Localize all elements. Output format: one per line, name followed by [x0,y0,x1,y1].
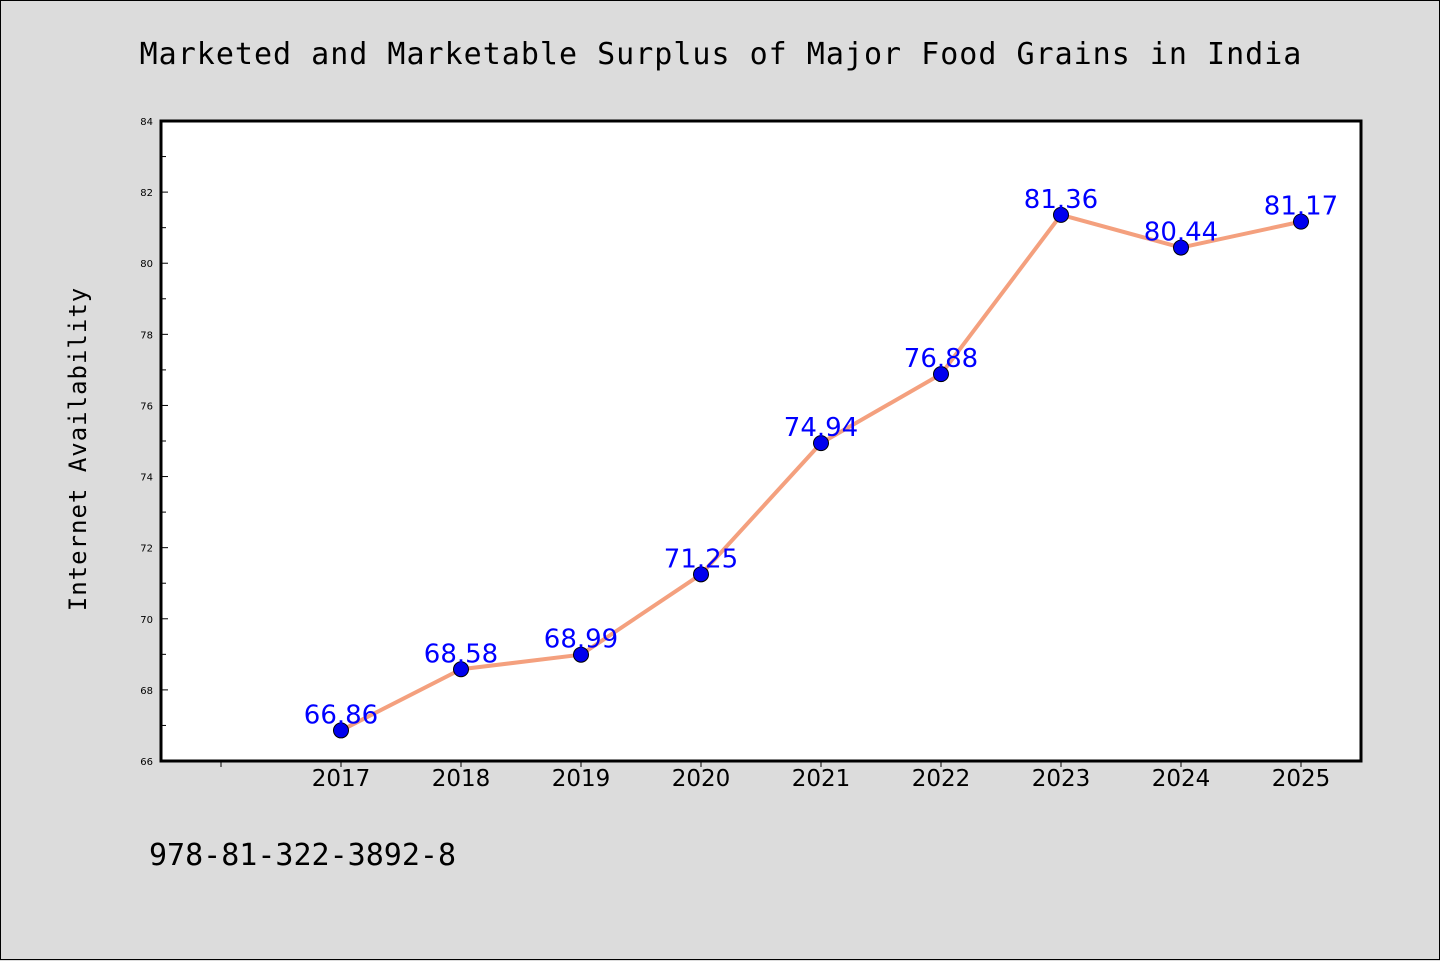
x-tick-label: 2020 [672,766,731,792]
x-tick-label: 2022 [912,766,971,792]
y-tick-label: 74 [140,473,153,484]
y-tick-label: 80 [140,259,153,270]
y-tick-label: 84 [140,117,153,128]
x-tick-label: 2021 [792,766,851,792]
data-point-marker [453,661,469,678]
data-point-marker [333,722,349,739]
y-tick-label: 82 [140,188,153,199]
chart-title: Marketed and Marketable Surplus of Major… [140,37,1303,72]
footer-isbn: 978-81-322-3892-8 [149,838,456,873]
y-tick-label: 70 [140,615,153,626]
data-point-marker [813,435,829,452]
y-axis-ticks: 66 68 70 72 74 76 78 80 82 84 [140,117,168,768]
data-point-label: 68.99 [544,625,618,655]
plot-area [159,119,1363,763]
data-point-label: 80.44 [1144,218,1218,248]
y-axis-label: Internet Availability [64,287,92,611]
y-tick-label: 72 [140,544,153,555]
data-point-marker [693,566,709,583]
data-point-label: 81.17 [1264,192,1338,222]
x-tick-label: 2019 [552,766,611,792]
data-point-label: 71.25 [664,544,738,574]
y-tick-label: 78 [140,330,153,341]
x-tick-label: 2023 [1032,766,1091,792]
y-tick-label: 68 [140,686,153,697]
x-tick-label: 2018 [432,766,491,792]
x-tick-label: 2017 [312,766,371,792]
x-tick-label: 2025 [1272,766,1331,792]
data-point-label: 66.86 [304,700,378,730]
y-tick-label: 66 [140,757,153,768]
data-point-label: 68.58 [424,639,498,669]
data-point-label: 76.88 [904,344,978,374]
y-tick-label: 76 [140,401,153,412]
x-axis-ticks: 2017 2018 2019 2020 2021 2022 2023 2024 2025 [220,761,1331,792]
data-point-marker [1173,239,1189,256]
data-point-marker [573,646,589,663]
x-tick-label: 2024 [1152,766,1211,792]
data-point-label: 74.94 [784,413,858,443]
data-point-marker [933,366,949,383]
data-point-marker [1293,213,1309,230]
data-labels-group: 66.86 68.58 68.99 71.25 74.94 76.88 81.36 80.44… [304,185,1338,731]
markers-group [333,206,1309,739]
data-point-label: 81.36 [1024,185,1098,215]
data-point-marker [1053,206,1069,223]
